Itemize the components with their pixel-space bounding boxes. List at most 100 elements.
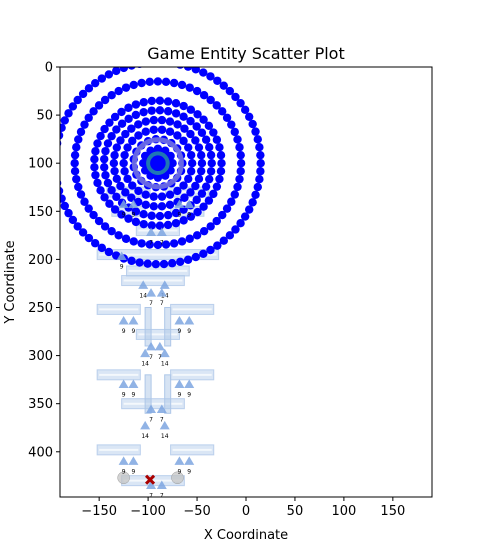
- ring-1-dot-63: [237, 151, 245, 159]
- ring-3-dot-17: [107, 186, 115, 194]
- ring-5-dot-21: [166, 128, 174, 136]
- entity-label-11: 9: [122, 328, 126, 335]
- ring-5-dot-20: [158, 126, 166, 134]
- ring-2-dot-24: [90, 163, 98, 171]
- entity-label-28: 9: [132, 468, 136, 475]
- entity-label-21: 9: [178, 391, 182, 398]
- ring-1-dot-61: [233, 135, 241, 143]
- ring-4-dot-7: [166, 201, 174, 209]
- y-tick-label-2: 100: [28, 157, 53, 172]
- ring-3-dot-33: [172, 109, 180, 117]
- ring-3-dot-18: [104, 179, 112, 187]
- y-tick-label-7: 350: [28, 397, 53, 412]
- ring-2-dot-35: [140, 98, 148, 106]
- y-tick-label-3: 150: [28, 205, 53, 220]
- ring-0-dot-56: [127, 61, 135, 69]
- ring-0-dot-53: [105, 70, 113, 78]
- entity-19: [119, 379, 129, 388]
- ring-1-dot-28: [77, 190, 85, 198]
- ring-0-dot-0: [256, 159, 264, 167]
- entity-label-29: 9: [178, 468, 182, 475]
- ring-1-dot-60: [231, 128, 239, 136]
- ring-1-dot-30: [72, 175, 80, 183]
- ring-5-dot-18: [142, 128, 150, 136]
- ring-3-dot-2: [205, 175, 213, 183]
- ring-2-dot-37: [156, 97, 164, 105]
- ring-3-dot-10: [156, 212, 164, 220]
- ring-2-dot-36: [148, 97, 156, 105]
- ring-0-dot-17: [176, 258, 184, 266]
- ring-1-dot-13: [178, 237, 186, 245]
- entity-label-23: 7: [149, 416, 153, 423]
- ring-4-dot-18: [110, 151, 118, 159]
- ring-1-dot-11: [193, 231, 201, 239]
- ring-2-dot-10: [172, 219, 180, 227]
- ring-2-dot-45: [209, 128, 217, 136]
- ring-5-dot-6: [158, 192, 166, 200]
- entity-label-2: 9: [178, 212, 182, 219]
- ring-2-dot-39: [172, 99, 180, 107]
- entity-20: [128, 379, 138, 388]
- ring-3-dot-28: [132, 111, 140, 119]
- x-tick-label-1: −100: [130, 504, 166, 519]
- entity-label-26: 14: [161, 433, 169, 440]
- entity-9: [146, 288, 156, 297]
- ring-4-dot-32: [195, 143, 203, 151]
- ring-3-dot-37: [198, 129, 206, 137]
- entity-13: [174, 316, 184, 325]
- ring-4-dot-1: [197, 167, 205, 175]
- ring-2-dot-26: [91, 147, 99, 155]
- ring-1-dot-53: [193, 87, 201, 95]
- ring-2-dot-40: [179, 102, 187, 110]
- ring-5-dot-13: [119, 159, 127, 167]
- ring-0-dot-2: [255, 175, 263, 183]
- ring-0-dot-21: [143, 260, 151, 268]
- x-axis-label: X Coordinate: [204, 528, 288, 543]
- ring-1-dot-21: [114, 231, 122, 239]
- ring-4-dot-2: [195, 175, 203, 183]
- ring-4-dot-31: [191, 136, 199, 144]
- ring-0-dot-15: [192, 253, 200, 261]
- entity-label-22: 9: [187, 391, 191, 398]
- entity-18: [155, 342, 165, 351]
- ring-0-dot-38: [52, 171, 60, 179]
- ring-0-dot-78: [256, 151, 264, 159]
- entity-label-1: 9: [132, 212, 136, 219]
- y-tick-label-1: 50: [36, 109, 53, 124]
- ring-1-dot-4: [231, 190, 239, 198]
- ring-2-dot-25: [90, 155, 98, 163]
- ring-2-dot-32: [117, 108, 125, 116]
- entity-label-27: 9: [122, 468, 126, 475]
- ring-0-dot-33: [64, 209, 72, 217]
- entity-label-17: 7: [149, 354, 153, 361]
- ring-4-dot-27: [166, 117, 174, 125]
- ring-2-dot-47: [215, 143, 223, 151]
- ring-1-dot-33: [71, 151, 79, 159]
- ring-4-dot-19: [113, 143, 121, 151]
- entity-label-31: 7: [149, 492, 153, 499]
- entity-label-15: 14: [141, 361, 149, 368]
- ring-1-dot-50: [170, 79, 178, 87]
- entity-22: [184, 379, 194, 388]
- ring-1-dot-52: [186, 83, 194, 91]
- x-tick-label-5: 100: [331, 504, 356, 519]
- ring-5-dot-5: [166, 190, 174, 198]
- ring-5-dot-24: [184, 143, 192, 151]
- ring-0-dot-23: [127, 257, 135, 265]
- ring-0-dot-54: [112, 67, 120, 75]
- ring-4-dot-15: [113, 175, 121, 183]
- ring-1-dot-48: [154, 77, 162, 85]
- ring-5-dot-25: [187, 151, 195, 159]
- ring-2-dot-21: [96, 186, 104, 194]
- ring-1-dot-1: [237, 167, 245, 175]
- entity-label-25: 14: [141, 433, 149, 440]
- ring-1-dot-32: [70, 159, 78, 167]
- x-tick-label-4: 50: [287, 504, 304, 519]
- ring-0-dot-1: [256, 167, 264, 175]
- entity-label-12: 9: [132, 328, 136, 335]
- wall-1: [165, 307, 171, 345]
- entity-label-18: 7: [158, 354, 162, 361]
- ring-3-dot-19: [101, 171, 109, 179]
- entity-label-14: 9: [187, 328, 191, 335]
- ring-0-dot-65: [199, 68, 207, 76]
